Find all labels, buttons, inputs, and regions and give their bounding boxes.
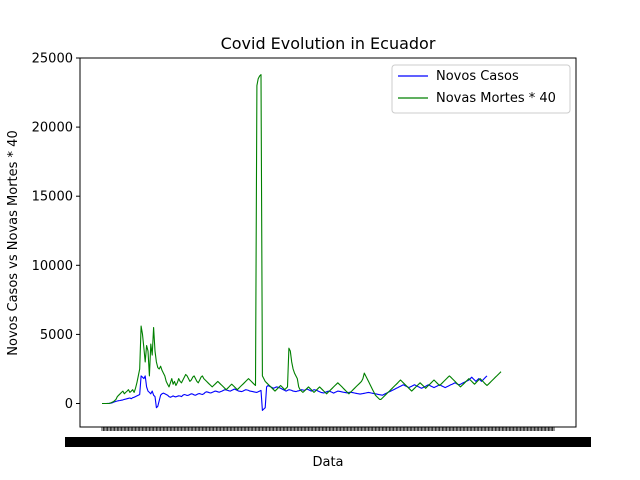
legend-box — [391, 64, 571, 114]
y-tick-label: 15000 — [32, 190, 73, 205]
series-line-novos-casos — [102, 375, 488, 411]
series-layer — [102, 74, 502, 411]
y-tick-label: 25000 — [32, 52, 73, 67]
y-tick-label: 5000 — [40, 328, 73, 343]
x-tick-labels-overlap — [65, 437, 591, 447]
x-axis-label: Data — [312, 455, 343, 470]
x-axis — [65, 427, 591, 447]
legend-label-novos-casos: Novos Casos — [436, 69, 519, 84]
legend: Novos Casos Novas Mortes * 40 — [391, 64, 571, 114]
y-tick-label: 0 — [65, 397, 73, 412]
series-line-novas-mortes — [102, 74, 502, 405]
y-axis-label: Novos Casos vs Novas Mortes * 40 — [6, 130, 21, 355]
y-tick-label: 10000 — [32, 259, 73, 274]
y-axis: 0 5000 10000 15000 20000 25000 — [32, 52, 80, 412]
legend-label-novas-mortes: Novas Mortes * 40 — [436, 91, 556, 106]
chart-title: Covid Evolution in Ecuador — [221, 34, 436, 53]
y-tick-label: 20000 — [32, 121, 73, 136]
